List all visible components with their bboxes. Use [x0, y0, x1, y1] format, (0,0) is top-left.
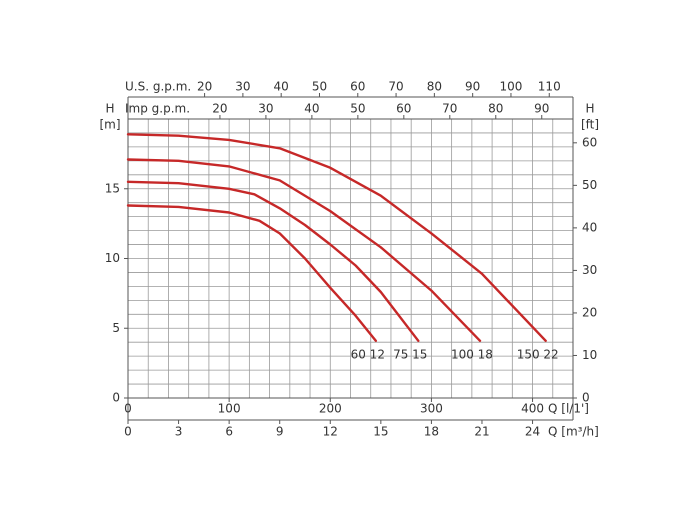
pump-curve [126, 133, 547, 342]
extra-axis-tick-label: 100 [500, 80, 523, 94]
curve-label: 60 12 [351, 347, 385, 361]
extra-axis-tick-label: 20 [212, 102, 227, 116]
extra-axis-tick-label: 70 [442, 102, 457, 116]
y-tick-label: 10 [105, 251, 120, 265]
extra-axis-tick-label: 110 [538, 80, 561, 94]
extra-axis-tick-label: 24 [525, 425, 540, 439]
pump-curve [126, 158, 482, 342]
curve-label: 100 18 [451, 347, 493, 361]
y-axis-unit: [m] [99, 118, 120, 132]
extra-axis-tick-label: 9 [276, 425, 284, 439]
y2-tick-label: 0 [582, 391, 590, 405]
extra-axis-tick-label: 0 [124, 425, 132, 439]
x-tick-label: 200 [319, 402, 342, 416]
extra-axis-tick-label: 30 [235, 80, 250, 94]
extra-axis-tick-label: 50 [312, 80, 327, 94]
y2-axis-label: H [585, 102, 594, 116]
extra-axis-tick-label: 90 [534, 102, 549, 116]
extra-axis-tick-label: 21 [474, 425, 489, 439]
y-tick-label: 5 [112, 321, 120, 335]
y2-axis-unit: [ft] [581, 118, 599, 132]
extra-axis-tick-label: 90 [465, 80, 480, 94]
extra-axis-tick-label: 30 [258, 102, 273, 116]
extra-axis-tick-label: 6 [225, 425, 233, 439]
extra-axis-tick-label: 40 [304, 102, 319, 116]
extra-axis-tick-label: 80 [488, 102, 503, 116]
x-tick-label: 100 [218, 402, 241, 416]
extra-axis-tick-label: 70 [388, 80, 403, 94]
pump-curve [126, 204, 377, 342]
extra-axis-tick-label: 80 [427, 80, 442, 94]
y2-tick-label: 60 [582, 135, 597, 149]
extra-axis-label: U.S. g.p.m. [125, 80, 191, 94]
x-tick-label: 400 [521, 402, 544, 416]
extra-axis-tick-label: 18 [424, 425, 439, 439]
extra-axis-tick-label: 12 [323, 425, 338, 439]
extra-axis-label: Imp g.p.m. [125, 102, 190, 116]
x-tick-label: 300 [420, 402, 443, 416]
extra-axis-label: Q [m³/h] [548, 425, 599, 439]
extra-axis-tick-label: 60 [350, 80, 365, 94]
extra-axis-tick-label: 60 [396, 102, 411, 116]
x-tick-label: 0 [124, 402, 132, 416]
y2-tick-label: 30 [582, 263, 597, 277]
y2-tick-label: 10 [582, 348, 597, 362]
pump-curve [126, 180, 420, 342]
extra-axis-tick-label: 40 [274, 80, 289, 94]
y-axis-label: H [105, 102, 114, 116]
extra-axis-tick-label: 15 [373, 425, 388, 439]
extra-axis-tick-label: 20 [197, 80, 212, 94]
x-axis-label: Q [l/1'] [548, 402, 589, 416]
y2-tick-label: 40 [582, 220, 597, 234]
y-tick-label: 0 [112, 391, 120, 405]
y2-tick-label: 50 [582, 178, 597, 192]
curve-label: 75 15 [393, 347, 427, 361]
y-tick-label: 15 [105, 181, 120, 195]
extra-axis-tick-label: 3 [175, 425, 183, 439]
curve-label: 150 22 [517, 347, 559, 361]
y2-tick-label: 20 [582, 305, 597, 319]
extra-axis-tick-label: 50 [350, 102, 365, 116]
